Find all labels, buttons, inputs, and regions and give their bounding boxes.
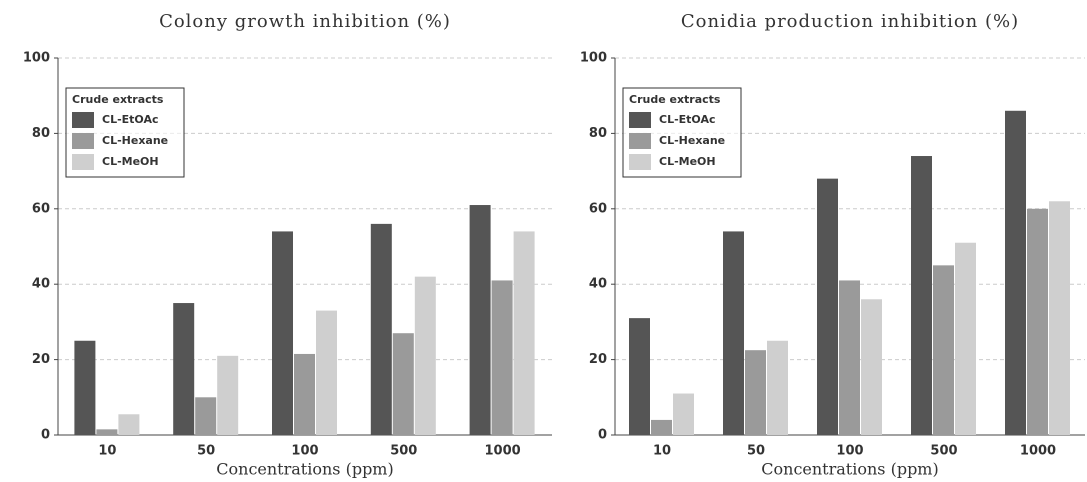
bar — [371, 224, 392, 435]
legend-title: Crude extracts — [72, 93, 164, 106]
legend-swatch — [629, 154, 651, 170]
bar — [817, 179, 838, 435]
bar — [767, 341, 788, 435]
x-tick-label: 50 — [747, 444, 765, 459]
bar — [118, 414, 139, 435]
x-tick-label: 1000 — [485, 444, 521, 459]
figure: Colony growth inhibition (%)020406080100… — [0, 0, 1087, 482]
bar — [955, 243, 976, 435]
bar — [217, 356, 238, 435]
bar — [1027, 209, 1048, 435]
bar — [745, 350, 766, 435]
y-tick-label: 100 — [580, 51, 607, 66]
bar — [415, 277, 436, 435]
legend-label: CL-Hexane — [659, 134, 725, 147]
x-tick-label: 100 — [291, 444, 318, 459]
legend-label: CL-MeOH — [102, 155, 159, 168]
legend-title: Crude extracts — [629, 93, 721, 106]
legend-label: CL-EtOAc — [102, 113, 159, 126]
x-axis-label: Concentrations (ppm) — [216, 460, 393, 479]
bar — [651, 420, 672, 435]
bar — [723, 231, 744, 435]
bar — [514, 231, 535, 435]
legend-swatch — [629, 133, 651, 149]
y-tick-label: 100 — [23, 51, 50, 66]
bar — [629, 318, 650, 435]
bar — [96, 429, 117, 435]
y-tick-label: 60 — [589, 201, 607, 216]
bar — [470, 205, 491, 435]
legend-swatch — [72, 133, 94, 149]
bar — [673, 394, 694, 435]
y-tick-label: 80 — [589, 126, 607, 141]
legend-label: CL-EtOAc — [659, 113, 716, 126]
bar — [492, 280, 513, 435]
bar — [393, 333, 414, 435]
y-tick-label: 0 — [598, 428, 607, 443]
x-tick-label: 1000 — [1020, 444, 1056, 459]
x-tick-label: 10 — [98, 444, 116, 459]
legend-swatch — [629, 112, 651, 128]
bar — [195, 397, 216, 435]
y-tick-label: 0 — [41, 428, 50, 443]
bar — [294, 354, 315, 435]
bar — [933, 265, 954, 435]
y-tick-label: 20 — [32, 352, 50, 367]
bar — [74, 341, 95, 435]
bar — [839, 280, 860, 435]
y-tick-label: 20 — [589, 352, 607, 367]
chart-title: Conidia production inhibition (%) — [681, 11, 1019, 32]
bar — [911, 156, 932, 435]
bar — [272, 231, 293, 435]
y-tick-label: 80 — [32, 126, 50, 141]
bar — [1005, 111, 1026, 435]
bar — [861, 299, 882, 435]
bar — [316, 311, 337, 435]
x-axis-label: Concentrations (ppm) — [761, 460, 938, 479]
x-tick-label: 100 — [836, 444, 863, 459]
x-tick-label: 50 — [197, 444, 215, 459]
x-tick-label: 500 — [930, 444, 957, 459]
legend-swatch — [72, 154, 94, 170]
bar — [1049, 201, 1070, 435]
bar — [173, 303, 194, 435]
legend-swatch — [72, 112, 94, 128]
legend-label: CL-Hexane — [102, 134, 168, 147]
y-tick-label: 40 — [32, 277, 50, 292]
x-tick-label: 10 — [653, 444, 671, 459]
x-tick-label: 500 — [390, 444, 417, 459]
y-tick-label: 40 — [589, 277, 607, 292]
y-tick-label: 60 — [32, 201, 50, 216]
legend-label: CL-MeOH — [659, 155, 716, 168]
chart-title: Colony growth inhibition (%) — [159, 11, 451, 32]
